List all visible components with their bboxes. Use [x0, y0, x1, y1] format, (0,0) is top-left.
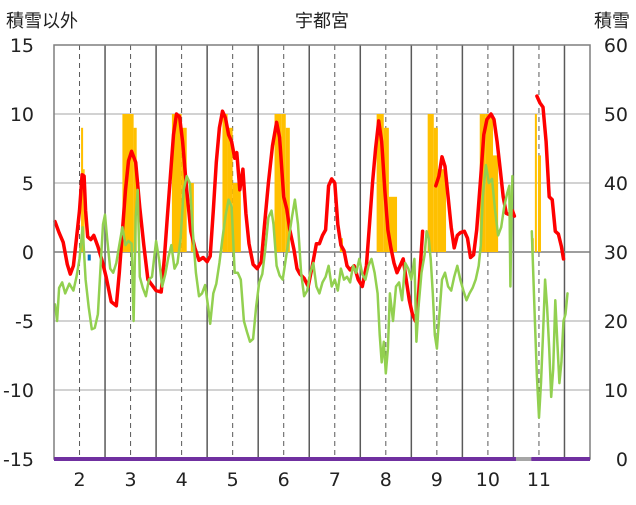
- snow-bar: [227, 127, 233, 252]
- x-tick-label: 5: [227, 469, 239, 491]
- snow-bar: [433, 127, 438, 252]
- right-axis-label: 積雪: [594, 11, 630, 32]
- left-tick-label: 5: [22, 173, 34, 195]
- snow-bar: [537, 155, 541, 252]
- snow-bar: [171, 114, 182, 252]
- green-line-2-series: [530, 230, 569, 419]
- snow-bar: [376, 114, 384, 252]
- snow-bar: [388, 196, 398, 252]
- x-tick-label: 7: [329, 469, 341, 491]
- series-lines: [53, 94, 569, 419]
- x-tick-label: 3: [125, 469, 137, 491]
- x-tick-label: 2: [73, 469, 85, 491]
- snow-bar: [437, 169, 447, 252]
- red-line-2-series: [434, 112, 517, 260]
- x-tick-label: 4: [176, 469, 188, 491]
- green-line-series: [53, 163, 514, 375]
- snow-bar: [534, 114, 537, 252]
- snow-bar: [126, 114, 134, 252]
- right-tick-label: 40: [604, 173, 628, 195]
- left-tick-label: -15: [3, 449, 34, 471]
- blue-marker: [87, 254, 91, 261]
- snow-bar: [479, 114, 486, 252]
- left-tick-label: -10: [3, 380, 34, 402]
- x-tick-label: 11: [527, 469, 551, 491]
- snow-bar: [274, 114, 282, 252]
- right-tick-label: 10: [604, 380, 628, 402]
- left-axis-label: 積雪以外: [6, 11, 78, 32]
- right-tick-label: 20: [604, 311, 628, 333]
- x-tick-label: 10: [476, 469, 500, 491]
- snow-bar: [122, 114, 127, 252]
- red-line-3-series: [535, 94, 566, 261]
- right-tick-label: 0: [616, 449, 628, 471]
- x-tick-label: 8: [380, 469, 392, 491]
- snow-bar: [133, 127, 137, 252]
- red-line-series: [53, 109, 425, 323]
- snow-bar: [232, 183, 241, 252]
- left-tick-label: -5: [15, 311, 34, 333]
- snow-bar: [222, 114, 228, 252]
- x-tick-label: 9: [431, 469, 443, 491]
- chart-title: 宇都宮: [295, 11, 349, 32]
- left-tick-label: 15: [10, 35, 34, 57]
- snow-bar: [427, 114, 434, 252]
- right-tick-label: 30: [604, 242, 628, 264]
- right-tick-label: 60: [604, 35, 628, 57]
- left-tick-label: 10: [10, 104, 34, 126]
- left-tick-label: 0: [22, 242, 34, 264]
- right-tick-label: 50: [604, 104, 628, 126]
- x-tick-label: 6: [278, 469, 290, 491]
- snow-bar: [285, 127, 290, 252]
- snow-bars: [81, 114, 541, 261]
